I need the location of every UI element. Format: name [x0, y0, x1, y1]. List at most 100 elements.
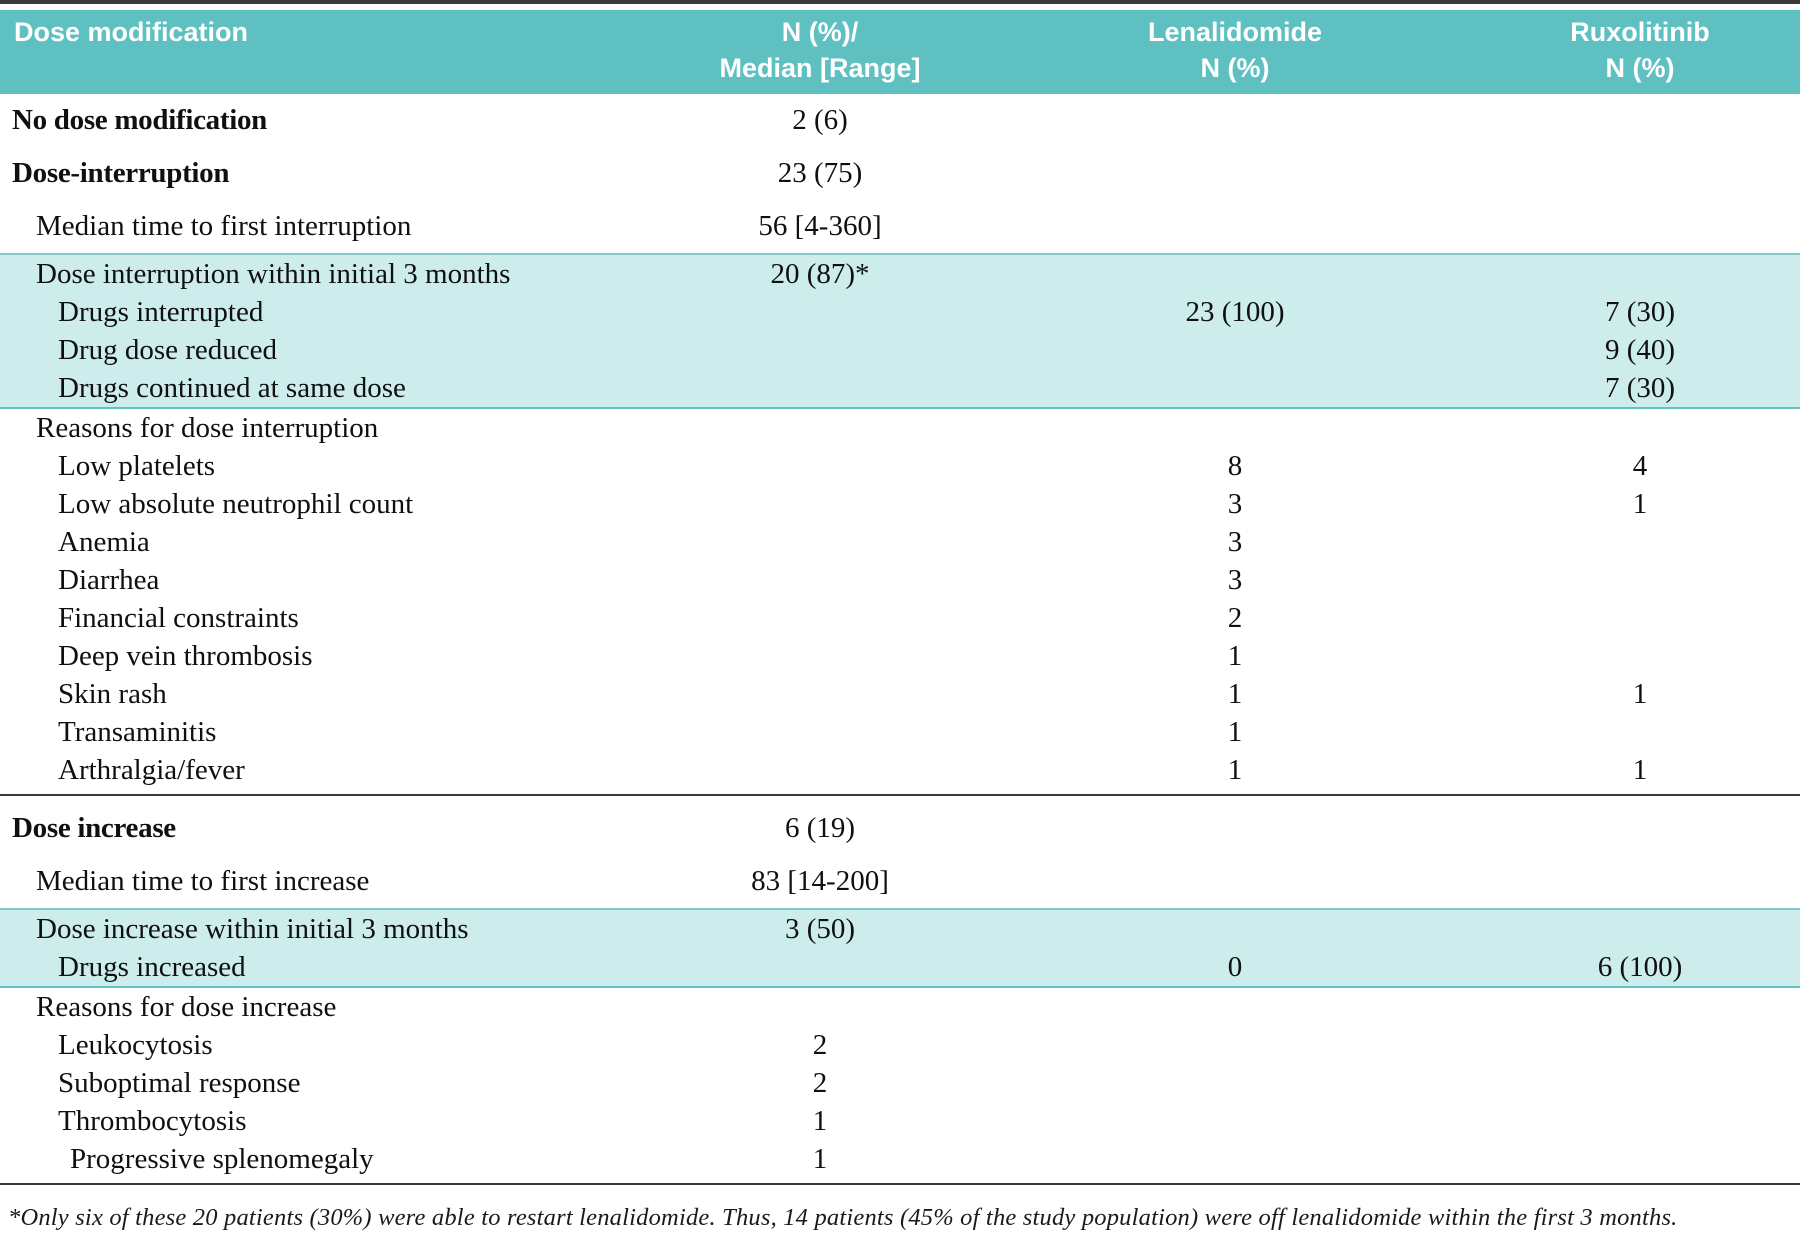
row-value-ruxolitinib: 4	[1632, 449, 1648, 482]
header-dose-modification: Dose modification	[0, 10, 650, 94]
row-value-ruxolitinib	[1480, 1026, 1800, 1064]
row-label: Drugs interrupted	[58, 295, 264, 328]
table-row: Skin rash 1 1	[0, 675, 1800, 713]
row-label: Reasons for dose interruption	[36, 411, 379, 444]
row-value-lenalidomide	[990, 1064, 1480, 1102]
row-value-lenalidomide	[990, 1026, 1480, 1064]
row-value-median	[650, 293, 990, 331]
row-value-median: 1	[812, 1142, 828, 1175]
row-value-median	[650, 637, 990, 675]
section-divider	[0, 1178, 1800, 1191]
row-value-lenalidomide	[990, 908, 1480, 948]
row-label-cell: Transaminitis	[0, 713, 650, 751]
row-value-median	[650, 987, 990, 1026]
header-ruxolitinib: Ruxolitinib N (%)	[1480, 10, 1800, 94]
row-value-lenalidomide	[990, 1102, 1480, 1140]
row-value-ruxolitinib	[1480, 523, 1800, 561]
row-value-lenalidomide: 2	[1227, 601, 1243, 634]
table-row: Median time to first interruption 56 [4-…	[0, 200, 1800, 254]
row-value-lenalidomide: 3	[1227, 563, 1243, 596]
row-value-median	[650, 561, 990, 599]
row-value-ruxolitinib	[1480, 1064, 1800, 1102]
row-label-cell: Low platelets	[0, 447, 650, 485]
row-label: Drug dose reduced	[58, 333, 278, 366]
row-value-median	[650, 713, 990, 751]
table-row: Dose increase within initial 3 months 3 …	[0, 908, 1800, 948]
row-value-median: 2 (6)	[792, 104, 848, 136]
header-lenalidomide: Lenalidomide N (%)	[990, 10, 1480, 94]
row-value-lenalidomide: 3	[1227, 525, 1243, 558]
row-label: Diarrhea	[58, 563, 160, 596]
row-value-median	[650, 675, 990, 713]
section-divider-cell	[0, 789, 1800, 802]
row-label: Dose increase	[12, 812, 176, 844]
row-label: Dose increase within initial 3 months	[36, 912, 469, 945]
row-label: Drugs increased	[58, 950, 246, 983]
row-label-cell: Arthralgia/fever	[0, 751, 650, 789]
row-value-ruxolitinib	[1480, 802, 1800, 855]
row-label-cell: Drug dose reduced	[0, 331, 650, 369]
row-label: Dose interruption within initial 3 month…	[36, 257, 511, 290]
table-row: No dose modification 2 (6)	[0, 94, 1800, 147]
footnote: *Only six of these 20 patients (30%) wer…	[8, 1204, 1678, 1231]
header-label-line2: Median [Range]	[719, 53, 921, 83]
row-label: Dose-interruption	[12, 157, 230, 189]
row-value-median	[650, 369, 990, 409]
header-label-line1: N (%)/	[781, 17, 859, 47]
row-value-lenalidomide	[990, 369, 1480, 409]
row-value-ruxolitinib: 1	[1632, 487, 1648, 520]
row-label-cell: Median time to first interruption	[0, 200, 650, 254]
row-value-median	[650, 408, 990, 447]
row-value-median: 56 [4-360]	[758, 210, 882, 242]
row-value-ruxolitinib	[1480, 200, 1800, 254]
row-label: Progressive splenomegaly	[70, 1142, 374, 1175]
row-value-lenalidomide	[990, 253, 1480, 293]
table-row: Drug dose reduced 9 (40)	[0, 331, 1800, 369]
row-value-lenalidomide	[990, 200, 1480, 254]
row-value-median: 2	[812, 1028, 828, 1061]
row-value-median: 83 [14-200]	[751, 865, 889, 897]
row-label-cell: Suboptimal response	[0, 1064, 650, 1102]
row-label: Thrombocytosis	[58, 1104, 247, 1137]
divider-rule	[0, 794, 1800, 796]
header-n-median-range: N (%)/ Median [Range]	[650, 10, 990, 94]
row-value-median	[650, 948, 990, 988]
table-row: Drugs continued at same dose 7 (30)	[0, 369, 1800, 409]
header-label-line1: Lenalidomide	[1147, 17, 1323, 47]
row-label: Median time to first increase	[36, 865, 370, 897]
table-row: Drugs interrupted 23 (100) 7 (30)	[0, 293, 1800, 331]
row-value-ruxolitinib	[1480, 147, 1800, 200]
table-row: Drugs increased 0 6 (100)	[0, 948, 1800, 988]
row-label: Financial constraints	[58, 601, 299, 634]
row-value-median	[650, 523, 990, 561]
row-value-ruxolitinib	[1480, 253, 1800, 293]
table-row: Low platelets 8 4	[0, 447, 1800, 485]
row-value-ruxolitinib	[1480, 713, 1800, 751]
row-value-ruxolitinib	[1480, 561, 1800, 599]
row-value-median	[650, 447, 990, 485]
table-row: Financial constraints 2	[0, 599, 1800, 637]
row-label: Low platelets	[58, 449, 216, 482]
header-label: Dose modification	[14, 17, 249, 47]
row-label: Reasons for dose increase	[36, 990, 337, 1023]
row-label-cell: Diarrhea	[0, 561, 650, 599]
row-label-cell: Reasons for dose interruption	[0, 408, 650, 447]
row-value-median	[650, 599, 990, 637]
table-row: Reasons for dose increase	[0, 987, 1800, 1026]
row-value-ruxolitinib	[1480, 599, 1800, 637]
row-value-median: 3 (50)	[650, 908, 990, 948]
row-value-ruxolitinib	[1480, 408, 1800, 447]
row-label-cell: Progressive splenomegaly	[0, 1140, 650, 1178]
row-value-ruxolitinib: 7 (30)	[1480, 369, 1800, 409]
row-value-lenalidomide: 3	[1227, 487, 1243, 520]
row-label-cell: Dose interruption within initial 3 month…	[0, 253, 650, 293]
row-label-cell: Thrombocytosis	[0, 1102, 650, 1140]
row-label: No dose modification	[12, 104, 268, 136]
row-value-lenalidomide: 1	[1227, 639, 1243, 672]
row-value-lenalidomide	[990, 802, 1480, 855]
header-row: Dose modification N (%)/ Median [Range] …	[0, 10, 1800, 94]
table-row: Arthralgia/fever 1 1	[0, 751, 1800, 789]
row-value-lenalidomide: 23 (100)	[990, 293, 1480, 331]
top-rule	[0, 0, 1800, 4]
